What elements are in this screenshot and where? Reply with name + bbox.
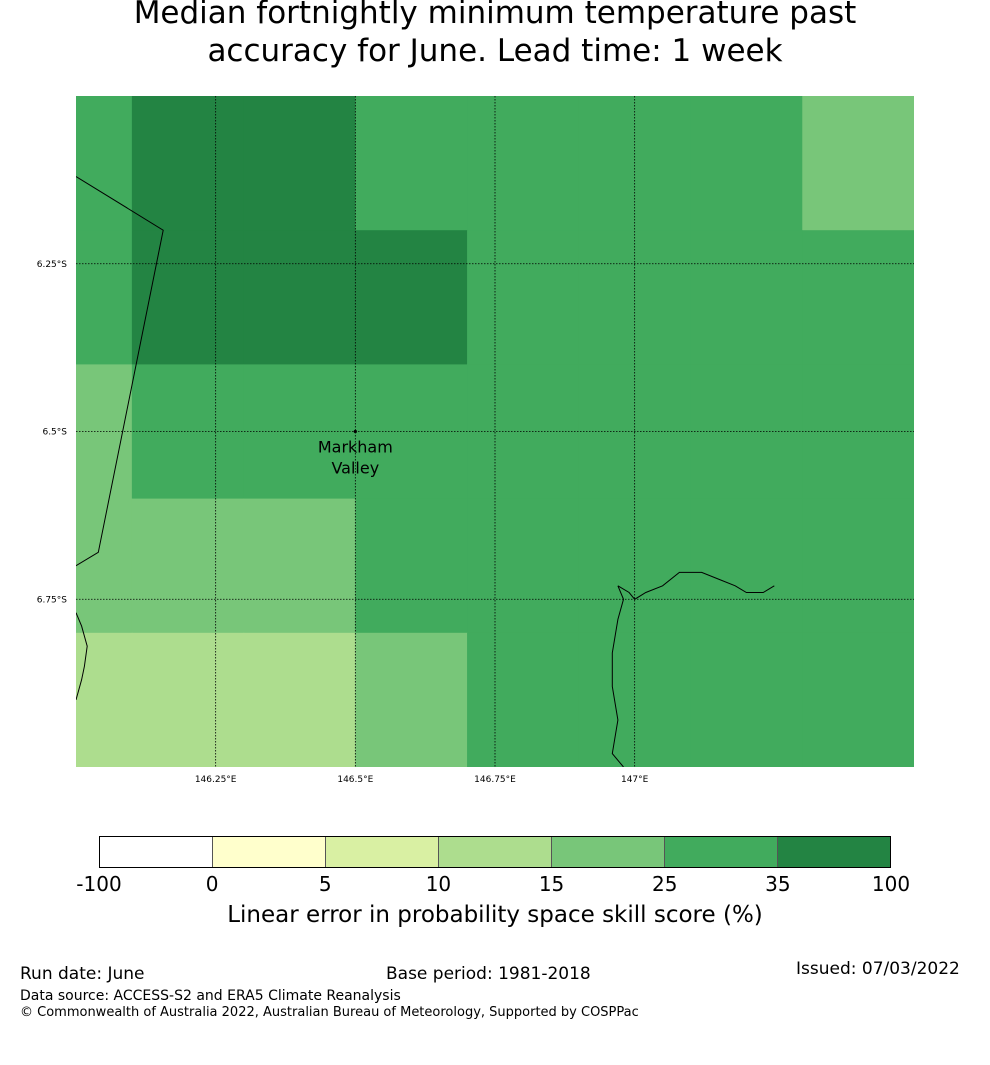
colorbar: [99, 836, 891, 868]
colorbar-tick-label: 100: [871, 872, 911, 896]
skill-cell: [690, 498, 803, 634]
skill-cell: [802, 230, 914, 365]
skill-cell: [690, 96, 803, 231]
skill-cell: [467, 498, 580, 634]
skill-cell: [243, 498, 356, 634]
copyright-text: © Commonwealth of Australia 2022, Austra…: [20, 1005, 639, 1020]
skill-cell: [802, 96, 914, 231]
colorbar-segment: [326, 837, 439, 867]
lat-tick-label: 6.75°S: [37, 595, 68, 605]
skill-cell: [355, 96, 468, 97]
skill-cell: [76, 632, 133, 767]
lon-tick-label: 146.25°E: [195, 775, 237, 785]
skill-cell: [802, 364, 914, 500]
skill-cell: [131, 96, 245, 231]
map-title-line-2: accuracy for June. Lead time: 1 week: [207, 33, 783, 69]
colorbar-tick-label: 35: [765, 872, 791, 896]
skill-cell: [690, 230, 803, 365]
skill-cell: [578, 498, 692, 634]
map-title: Median fortnightly minimum temperature p…: [0, 0, 990, 70]
skill-cell: [802, 632, 914, 767]
colorbar-label: Linear error in probability space skill …: [227, 902, 763, 928]
skill-cell: [467, 230, 580, 365]
colorbar-tick-label: 10: [425, 872, 452, 896]
lon-tick-label: 147°E: [621, 775, 649, 785]
run-date-text: Run date: June: [20, 964, 145, 984]
skill-cell: [131, 96, 245, 97]
coastline-east: [617, 571, 775, 600]
place-marker-group: Markham Valley: [318, 429, 393, 478]
skill-cell: [467, 632, 580, 767]
lon-tick-label: 146.75°E: [474, 775, 516, 785]
skill-cell: [131, 230, 245, 365]
skill-cell: [243, 230, 356, 365]
skill-cell: [355, 230, 468, 365]
skill-cell: [690, 96, 803, 97]
colorbar-tick-label: 15: [538, 872, 565, 896]
colorbar-segment: [213, 837, 326, 867]
colorbar-tick-label: -100: [76, 872, 122, 896]
skill-cell: [690, 632, 803, 767]
skill-cell: [355, 632, 468, 767]
skill-cell: [131, 498, 245, 634]
colorbar-segment: [552, 837, 665, 867]
lat-tick-label: 6.25°S: [37, 260, 68, 270]
skill-cell: [76, 96, 133, 97]
skill-grid-cells: [76, 96, 914, 767]
colorbar-tick-label: 5: [318, 872, 332, 896]
skill-cell: [243, 96, 356, 97]
colorbar-segment: [100, 837, 213, 867]
place-label-line-2: Valley: [331, 459, 379, 478]
skill-cell: [802, 498, 914, 634]
colorbar-segment: [778, 837, 890, 867]
data-source-text: Data source: ACCESS-S2 and ERA5 Climate …: [20, 988, 401, 1004]
skill-cell: [578, 96, 692, 97]
skill-cell: [467, 96, 580, 97]
province-boundary-line: [76, 176, 164, 567]
skill-cell: [243, 96, 356, 231]
coastline-inlet: [611, 585, 625, 767]
colorbar-tick-label: 0: [205, 872, 219, 896]
place-marker-dot: [353, 429, 357, 434]
skill-map: 146.25°E 146.5°E 146.75°E 147°E 6.25°S 6.5°S 6…: [37, 96, 914, 785]
skill-cell: [355, 96, 468, 231]
colorbar-tick-label: 25: [651, 872, 678, 896]
lon-tick-label: 146.5°E: [337, 775, 373, 785]
map-tick-labels: 146.25°E 146.5°E 146.75°E 147°E 6.25°S 6.5°S 6…: [37, 260, 649, 785]
map-title-line-1: Median fortnightly minimum temperature p…: [133, 0, 857, 31]
skill-cell: [802, 96, 914, 97]
skill-cell: [355, 364, 468, 500]
skill-cell: [131, 632, 245, 767]
place-label-line-1: Markham: [318, 438, 393, 457]
skill-cell: [467, 96, 580, 231]
skill-cell: [355, 498, 468, 634]
base-period-text: Base period: 1981-2018: [386, 964, 591, 984]
skill-cell: [243, 632, 356, 767]
lat-tick-label: 6.5°S: [42, 428, 67, 438]
map-lines: [76, 96, 914, 767]
skill-cell: [76, 230, 133, 365]
colorbar-segment: [665, 837, 778, 867]
issued-date-text: Issued: 07/03/2022: [796, 959, 960, 979]
skill-cell: [76, 96, 133, 231]
colorbar-segment: [439, 837, 552, 867]
coastline-west: [76, 612, 88, 701]
